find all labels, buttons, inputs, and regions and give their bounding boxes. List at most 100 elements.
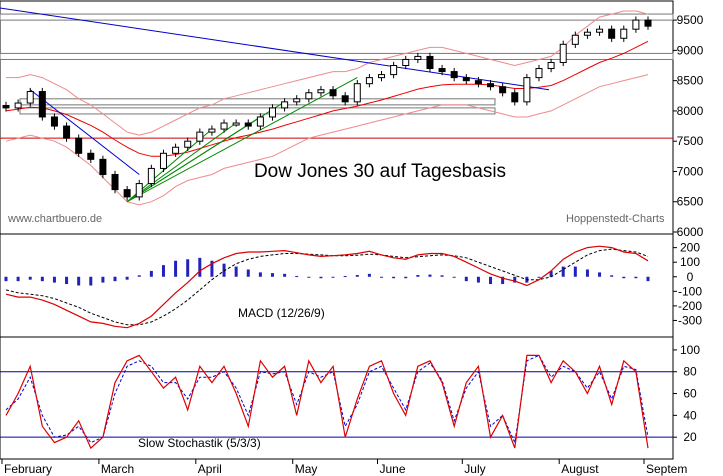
macd-histogram-bar bbox=[646, 276, 650, 282]
macd-panel-frame bbox=[0, 233, 674, 338]
month-label: March bbox=[101, 462, 134, 476]
macd-histogram-bar bbox=[161, 265, 165, 277]
candle-body bbox=[632, 19, 640, 30]
month-label: April bbox=[198, 462, 222, 476]
macd-panel bbox=[4, 245, 650, 329]
candle-body bbox=[147, 167, 155, 185]
candle-body bbox=[450, 71, 458, 79]
stochastic-y-tick-label: 40 bbox=[683, 408, 697, 422]
candle-body bbox=[511, 92, 519, 103]
macd-histogram-bar bbox=[40, 276, 44, 282]
candle-body bbox=[220, 122, 228, 130]
candle-body bbox=[535, 68, 543, 79]
stochastic-k-line bbox=[5, 354, 649, 450]
macd-histogram-bar bbox=[258, 272, 262, 277]
price-panel bbox=[0, 7, 674, 206]
candle-body bbox=[426, 55, 434, 70]
macd-y-tick-label: -100 bbox=[678, 284, 702, 298]
candle-body bbox=[14, 102, 22, 109]
candle-body bbox=[547, 61, 555, 70]
macd-y-tick-label: 100 bbox=[680, 255, 700, 269]
macd-histogram-bar bbox=[561, 266, 565, 277]
month-label: May bbox=[295, 462, 318, 476]
macd-histogram-bar bbox=[295, 276, 299, 278]
macd-histogram-bar bbox=[307, 276, 311, 278]
macd-y-tick-label: 200 bbox=[680, 241, 700, 255]
macd-histogram-bar bbox=[283, 273, 287, 277]
stochastic-d-line bbox=[5, 354, 649, 445]
macd-label: MACD (12/26/9) bbox=[238, 306, 325, 320]
macd-histogram-bar bbox=[101, 276, 105, 283]
candle-body bbox=[2, 104, 10, 109]
candle-body bbox=[559, 43, 567, 63]
macd-histogram-bar bbox=[610, 275, 614, 277]
macd-histogram-bar bbox=[634, 276, 638, 279]
macd-histogram-bar bbox=[77, 276, 81, 286]
candle-body bbox=[523, 77, 531, 103]
month-label: June bbox=[380, 462, 406, 476]
source-watermark: www.chartbuero.de bbox=[7, 213, 102, 225]
macd-histogram-bar bbox=[28, 276, 32, 280]
price-y-tick-label: 8000 bbox=[677, 104, 704, 118]
stochastic-y-tick-label: 80 bbox=[683, 365, 697, 379]
price-y-tick-label: 7500 bbox=[677, 134, 704, 148]
candle-body bbox=[99, 158, 107, 175]
month-label: February bbox=[4, 462, 52, 476]
macd-histogram-bar bbox=[52, 276, 56, 283]
macd-histogram-bar bbox=[270, 273, 274, 277]
macd-histogram-bar bbox=[174, 260, 178, 277]
macd-histogram-bar bbox=[16, 276, 20, 282]
candle-body bbox=[50, 116, 58, 127]
macd-histogram-bar bbox=[501, 276, 505, 285]
candle-body bbox=[305, 92, 313, 100]
candle-body bbox=[26, 91, 34, 104]
candle-body bbox=[438, 68, 446, 73]
macd-histogram-bar bbox=[416, 275, 420, 277]
macd-histogram-bar bbox=[234, 266, 238, 277]
macd-histogram-bar bbox=[222, 263, 226, 277]
macd-line bbox=[5, 245, 649, 329]
macd-y-tick-label: -200 bbox=[678, 299, 702, 313]
support-zone bbox=[19, 107, 496, 115]
macd-histogram-bar bbox=[149, 270, 153, 277]
stochastic-y-tick-label: 60 bbox=[683, 387, 697, 401]
macd-histogram-bar bbox=[65, 276, 69, 285]
candle-body bbox=[232, 122, 240, 126]
february-trend-line bbox=[29, 89, 140, 175]
stochastic-panel bbox=[0, 354, 673, 450]
macd-histogram-bar bbox=[513, 276, 517, 283]
macd-y-tick-label: -300 bbox=[678, 313, 702, 327]
candle-body bbox=[208, 128, 216, 133]
support-zone bbox=[19, 98, 496, 106]
macd-histogram-bar bbox=[355, 275, 359, 277]
candle-body bbox=[135, 183, 143, 198]
macd-histogram-bar bbox=[331, 276, 335, 278]
macd-histogram-bar bbox=[464, 276, 468, 282]
candle-body bbox=[487, 83, 495, 88]
macd-histogram-bar bbox=[137, 275, 141, 277]
macd-histogram-bar bbox=[380, 276, 384, 278]
candle-body bbox=[620, 28, 628, 39]
price-y-tick-label: 9500 bbox=[677, 13, 704, 27]
macd-histogram-bar bbox=[404, 276, 408, 279]
candle-body bbox=[123, 189, 131, 198]
macd-histogram-bar bbox=[489, 276, 493, 285]
candle-body bbox=[38, 91, 46, 118]
macd-histogram-bar bbox=[428, 274, 432, 277]
support-zone bbox=[0, 52, 674, 60]
macd-histogram-bar bbox=[476, 276, 480, 283]
candle-body bbox=[256, 116, 264, 127]
candle-body bbox=[293, 98, 301, 103]
macd-histogram-bar bbox=[198, 257, 202, 277]
month-label: July bbox=[464, 462, 485, 476]
candle-body bbox=[184, 140, 192, 148]
macd-histogram-bar bbox=[549, 270, 553, 277]
fan-line-2 bbox=[126, 122, 237, 203]
candle-body bbox=[196, 131, 204, 142]
price-y-tick-label: 6000 bbox=[677, 225, 704, 239]
macd-histogram-bar bbox=[440, 275, 444, 277]
candle-body bbox=[499, 86, 507, 94]
candle-body bbox=[402, 58, 410, 67]
band-upper bbox=[6, 10, 649, 136]
